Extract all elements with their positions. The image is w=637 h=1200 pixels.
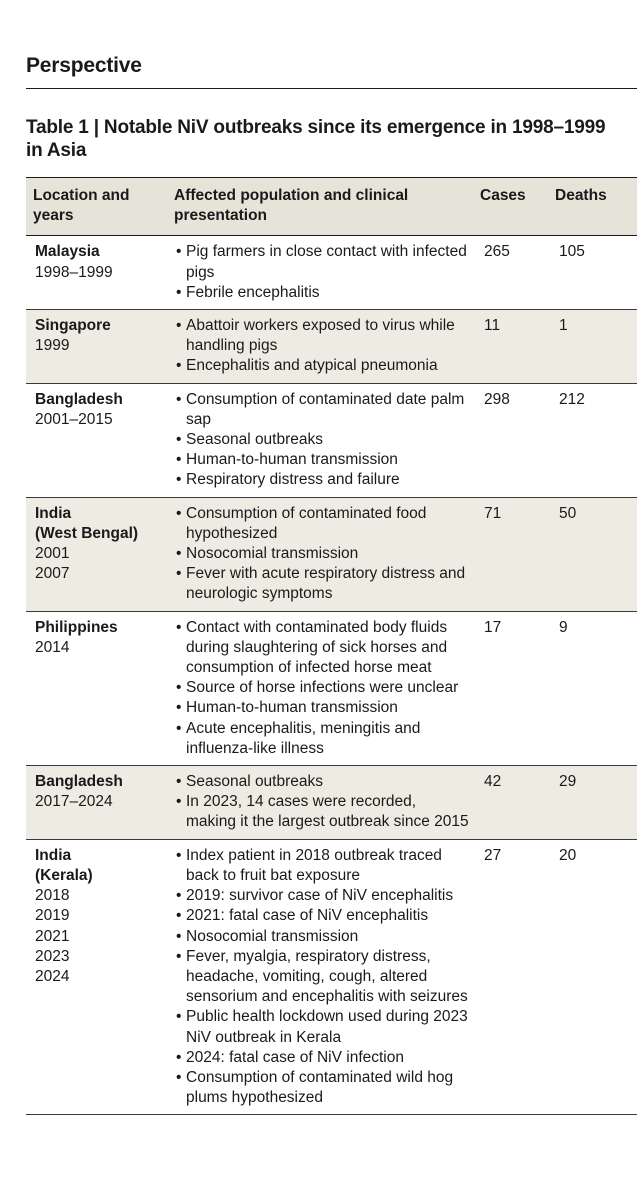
location-year: 2001 xyxy=(35,545,70,563)
list-item: Acute encephalitis, meningitis and influ… xyxy=(176,719,469,759)
cases-cell: 71 xyxy=(473,497,548,612)
list-item: 2024: fatal case of NiV infection xyxy=(176,1048,469,1068)
list-item: Fever, myalgia, respiratory distress, he… xyxy=(176,947,469,1008)
deaths-cell: 212 xyxy=(548,383,637,498)
table-row: India (Kerala) 2018 2019 2021 2023 2024 Index p… xyxy=(26,839,637,1116)
list-item: In 2023, 14 cases were recorded, making … xyxy=(176,792,469,832)
location-region: (West Bengal) xyxy=(35,524,139,542)
list-item: 2021: fatal case of NiV encephalitis xyxy=(176,906,469,926)
cases-cell: 27 xyxy=(473,839,548,1116)
list-item: Nosocomial transmission xyxy=(176,927,469,947)
location-name: India xyxy=(35,846,72,864)
cases-cell: 42 xyxy=(473,765,548,840)
presentation-list: Index patient in 2018 outbreak traced ba… xyxy=(176,846,469,1109)
outbreaks-table: Location and years Affected population a… xyxy=(26,176,637,1116)
list-item: Fever with acute respiratory distress an… xyxy=(176,564,469,604)
presentation-list: Consumption of contaminated food hypothe… xyxy=(176,504,469,605)
location-cell: Bangladesh 2001–2015 xyxy=(26,383,167,498)
presentation-list: Abattoir workers exposed to virus while … xyxy=(176,316,469,377)
list-item: Seasonal outbreaks xyxy=(176,430,469,450)
deaths-cell: 9 xyxy=(548,611,637,767)
list-item: Nosocomial transmission xyxy=(176,544,469,564)
table-row: Bangladesh 2017–2024 Seasonal outbreaksIn … xyxy=(26,765,637,840)
header-rule xyxy=(26,88,637,89)
list-item: Febrile encephalitis xyxy=(176,283,469,303)
location-cell: Malaysia 1998–1999 xyxy=(26,235,167,311)
location-year: 1998–1999 xyxy=(35,263,113,281)
location-year: 2007 xyxy=(35,565,70,583)
section-label: Perspective xyxy=(26,54,142,77)
table-row: Bangladesh 2001–2015 Consumption of contam… xyxy=(26,383,637,498)
location-name: India xyxy=(35,504,72,522)
cases-cell: 298 xyxy=(473,383,548,498)
presentation-list: Contact with contaminated body fluids du… xyxy=(176,618,469,759)
presentation-list: Seasonal outbreaksIn 2023, 14 cases were… xyxy=(176,772,469,833)
population-cell: Abattoir workers exposed to virus while … xyxy=(167,309,473,384)
population-cell: Consumption of contaminated food hypothe… xyxy=(167,497,473,612)
deaths-cell: 105 xyxy=(548,235,637,311)
list-item: 2019: survivor case of NiV encephalitis xyxy=(176,886,469,906)
location-cell: India (Kerala) 2018 2019 2021 2023 2024 xyxy=(26,839,167,1116)
location-year: 2019 xyxy=(35,907,70,925)
location-cell: Singapore 1999 xyxy=(26,309,167,384)
list-item: Contact with contaminated body fluids du… xyxy=(176,618,469,679)
list-item: Abattoir workers exposed to virus while … xyxy=(176,316,469,356)
population-cell: Seasonal outbreaksIn 2023, 14 cases were… xyxy=(167,765,473,840)
list-item: Pig farmers in close contact with infect… xyxy=(176,242,469,282)
location-cell: Bangladesh 2017–2024 xyxy=(26,765,167,840)
deaths-cell: 29 xyxy=(548,765,637,840)
deaths-cell: 1 xyxy=(548,309,637,384)
list-item: Source of horse infections were unclear xyxy=(176,678,469,698)
table-header-row: Location and years Affected population a… xyxy=(26,176,637,237)
location-name: Philippines xyxy=(35,618,118,636)
population-cell: Index patient in 2018 outbreak traced ba… xyxy=(167,839,473,1116)
cases-cell: 11 xyxy=(473,309,548,384)
deaths-cell: 50 xyxy=(548,497,637,612)
list-item: Encephalitis and atypical pneumonia xyxy=(176,356,469,376)
location-cell: Philippines 2014 xyxy=(26,611,167,767)
list-item: Respiratory distress and failure xyxy=(176,470,469,490)
cases-cell: 17 xyxy=(473,611,548,767)
location-year: 1999 xyxy=(35,337,70,355)
list-item: Index patient in 2018 outbreak traced ba… xyxy=(176,846,469,886)
location-year: 2018 xyxy=(35,887,70,905)
presentation-list: Pig farmers in close contact with infect… xyxy=(176,242,469,303)
location-year: 2017–2024 xyxy=(35,793,113,811)
population-cell: Contact with contaminated body fluids du… xyxy=(167,611,473,767)
location-name: Malaysia xyxy=(35,243,100,261)
header-population: Affected population and clinical present… xyxy=(167,176,473,237)
cases-cell: 265 xyxy=(473,235,548,311)
presentation-list: Consumption of contaminated date palm sa… xyxy=(176,390,469,491)
location-year: 2001–2015 xyxy=(35,410,113,428)
list-item: Consumption of contaminated date palm sa… xyxy=(176,390,469,430)
table-row: Philippines 2014 Contact with contaminated… xyxy=(26,611,637,767)
location-cell: India (West Bengal) 2001 2007 xyxy=(26,497,167,612)
header-cases: Cases xyxy=(473,176,548,237)
table-row: India (West Bengal) 2001 2007 Consumption of… xyxy=(26,497,637,612)
table-row: Malaysia 1998–1999 Pig farmers in close co… xyxy=(26,235,637,311)
location-year: 2024 xyxy=(35,967,70,985)
table-row: Singapore 1999 Abattoir workers exposed to… xyxy=(26,309,637,384)
table-title: Table 1 | Notable NiV outbreaks since it… xyxy=(26,117,606,161)
list-item: Consumption of contaminated wild hog plu… xyxy=(176,1068,469,1108)
location-name: Singapore xyxy=(35,317,111,335)
header-location: Location and years xyxy=(26,176,167,237)
location-region: (Kerala) xyxy=(35,866,93,884)
location-name: Bangladesh xyxy=(35,390,123,408)
deaths-cell: 20 xyxy=(548,839,637,1116)
list-item: Seasonal outbreaks xyxy=(176,772,469,792)
header-deaths: Deaths xyxy=(548,176,637,237)
location-name: Bangladesh xyxy=(35,773,123,791)
table-body: Malaysia 1998–1999 Pig farmers in close co… xyxy=(26,235,637,1116)
location-year: 2014 xyxy=(35,638,70,656)
list-item: Human-to-human transmission xyxy=(176,450,469,470)
location-year: 2021 xyxy=(35,927,70,945)
list-item: Human-to-human transmission xyxy=(176,698,469,718)
list-item: Consumption of contaminated food hypothe… xyxy=(176,504,469,544)
list-item: Public health lockdown used during 2023 … xyxy=(176,1007,469,1047)
location-year: 2023 xyxy=(35,947,70,965)
population-cell: Consumption of contaminated date palm sa… xyxy=(167,383,473,498)
population-cell: Pig farmers in close contact with infect… xyxy=(167,235,473,311)
